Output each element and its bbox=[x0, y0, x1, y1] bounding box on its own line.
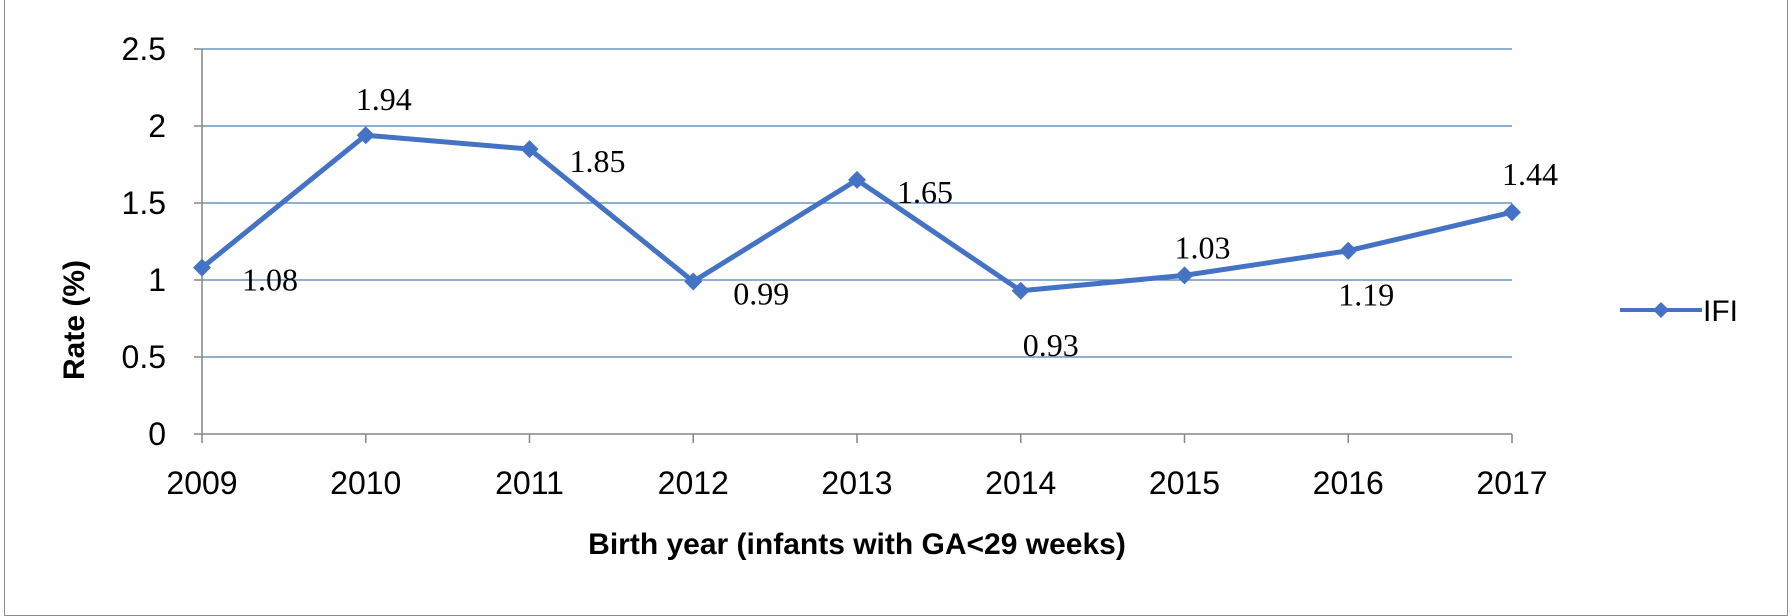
data-point-marker bbox=[1175, 266, 1194, 285]
data-point-marker bbox=[356, 126, 375, 145]
data-label: 1.08 bbox=[242, 262, 298, 298]
x-tick-label: 2012 bbox=[658, 465, 729, 501]
data-point-marker bbox=[1503, 203, 1521, 222]
data-point-marker bbox=[520, 140, 539, 159]
data-label: 1.19 bbox=[1338, 277, 1394, 313]
y-tick-label: 2 bbox=[148, 108, 166, 144]
x-tick-label: 2010 bbox=[330, 465, 401, 501]
gridlines bbox=[202, 48, 1512, 358]
data-point-marker bbox=[684, 272, 703, 291]
data-label: 1.65 bbox=[897, 174, 953, 210]
y-tick-label: 0 bbox=[148, 416, 166, 452]
y-axis-title: Rate (%) bbox=[58, 260, 91, 380]
y-tick-label: 2.5 bbox=[122, 31, 166, 67]
x-tick-label: 2013 bbox=[821, 465, 892, 501]
data-label: 0.93 bbox=[1023, 327, 1079, 363]
series-line-ifi bbox=[200, 132, 1513, 294]
x-tick-labels: 2009 2010 2011 2012 2013 2014 2015 2016 2017 bbox=[166, 465, 1547, 501]
y-tick-label: 1 bbox=[148, 262, 166, 298]
series-ifi bbox=[193, 126, 1521, 300]
x-axis-title: Birth year (infants with GA<29 weeks) bbox=[588, 528, 1126, 561]
data-label: 0.99 bbox=[733, 276, 789, 312]
axes bbox=[194, 48, 1513, 443]
data-label: 1.03 bbox=[1175, 229, 1231, 265]
x-tick-label: 2015 bbox=[1149, 465, 1220, 501]
legend-label-ifi: IFI bbox=[1703, 295, 1738, 328]
legend: IFI bbox=[1620, 295, 1738, 328]
data-label: 1.85 bbox=[570, 143, 626, 179]
data-point-marker bbox=[848, 170, 866, 189]
data-point-marker bbox=[1339, 241, 1358, 260]
x-tick-label: 2016 bbox=[1313, 465, 1384, 501]
x-tick-label: 2009 bbox=[166, 465, 237, 501]
y-tick-label: 1.5 bbox=[122, 185, 166, 221]
data-point-marker bbox=[1011, 281, 1030, 300]
data-label: 1.94 bbox=[356, 81, 412, 117]
y-tick-label: 0.5 bbox=[122, 339, 166, 375]
data-labels: 1.08 1.94 1.85 0.99 1.65 0.93 1.03 1.19 1.44 bbox=[242, 81, 1558, 363]
x-tick-label: 2017 bbox=[1476, 465, 1547, 501]
chart-frame bbox=[4, 0, 1788, 616]
legend-marker-diamond bbox=[1653, 302, 1669, 318]
data-label: 1.44 bbox=[1502, 156, 1558, 192]
x-tick-label: 2014 bbox=[985, 465, 1056, 501]
y-tick-labels: 0 0.5 1 1.5 2 2.5 bbox=[122, 31, 166, 452]
x-tick-label: 2011 bbox=[495, 465, 564, 501]
data-point-marker bbox=[193, 258, 211, 277]
